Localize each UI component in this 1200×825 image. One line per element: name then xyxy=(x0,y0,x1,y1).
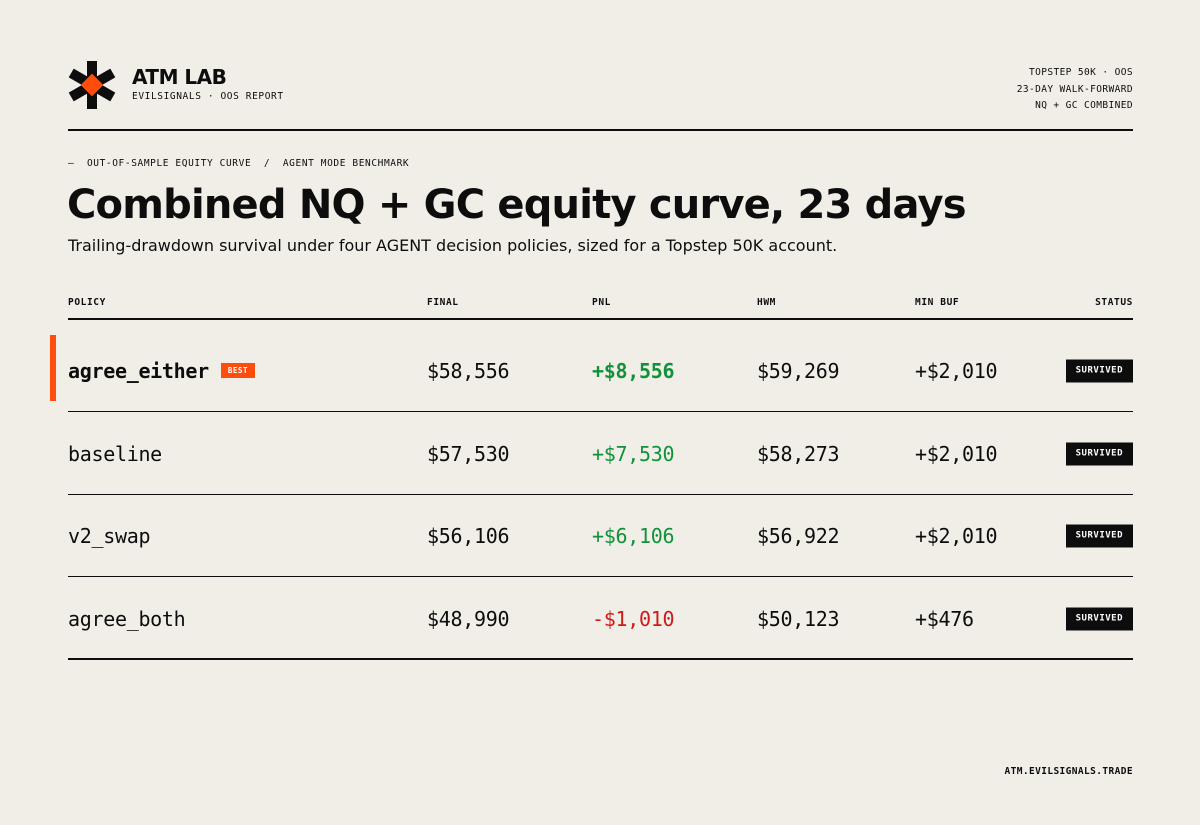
column-header-hwm: HWM xyxy=(757,297,776,308)
status-badge: SURVIVED xyxy=(1065,607,1133,631)
brand-subtitle: EVILSIGNALS · OOS REPORT xyxy=(132,91,284,102)
column-header-final: FINAL xyxy=(427,297,459,308)
table-row: agree_both $48,990 -$1,010 $50,123 +$476… xyxy=(68,578,1133,660)
pnl-cell: -$1,010 xyxy=(592,607,675,631)
column-header-pnl: PNL xyxy=(592,297,611,308)
min-buf-cell: +$2,010 xyxy=(915,442,998,466)
table-row: agree_either BEST $58,556 +$8,556 $59,269… xyxy=(68,330,1133,412)
status-badge: SURVIVED xyxy=(1065,442,1133,466)
policy-cell: agree_either BEST xyxy=(68,359,255,383)
hwm-cell: $58,273 xyxy=(757,442,840,466)
header-divider xyxy=(68,129,1133,131)
report-meta: TOPSTEP 50K · OOS 23-DAY WALK-FORWARD NQ… xyxy=(1017,65,1133,115)
hwm-cell: $56,922 xyxy=(757,524,840,548)
meta-account: TOPSTEP 50K · OOS xyxy=(1028,67,1133,78)
policy-name: v2_swap xyxy=(68,524,151,548)
page-subtitle: Trailing-drawdown survival under four AG… xyxy=(68,236,838,255)
policy-name: agree_either xyxy=(68,359,209,383)
column-header-policy: POLICY xyxy=(68,297,106,308)
brand-title: ATM LAB xyxy=(132,65,227,89)
table-bottom-rule xyxy=(68,658,1133,660)
row-divider xyxy=(68,411,1133,412)
policy-name: baseline xyxy=(68,442,162,466)
footer-url: ATM.EVILSIGNALS.TRADE xyxy=(1004,766,1133,777)
table-row: baseline $57,530 +$7,530 $58,273 +$2,010… xyxy=(68,413,1133,495)
final-cell: $48,990 xyxy=(427,607,510,631)
row-divider xyxy=(68,576,1133,577)
row-divider xyxy=(68,494,1133,495)
eyebrow-breadcrumb: — OUT-OF-SAMPLE EQUITY CURVE / AGENT MOD… xyxy=(68,158,410,169)
final-cell: $57,530 xyxy=(427,442,510,466)
meta-window: 23-DAY WALK-FORWARD xyxy=(1016,83,1133,95)
min-buf-cell: +$2,010 xyxy=(915,359,998,383)
status-badge: SURVIVED xyxy=(1065,359,1133,383)
status-badge: SURVIVED xyxy=(1065,524,1133,548)
final-cell: $58,556 xyxy=(427,359,510,383)
table-header-divider xyxy=(68,318,1133,320)
best-row-accent-bar xyxy=(50,335,56,401)
pnl-cell: +$6,106 xyxy=(592,524,675,548)
best-badge: BEST xyxy=(220,363,255,378)
page-title: Combined NQ + GC equity curve, 23 days xyxy=(67,182,967,228)
column-header-min-buf: MIN BUF xyxy=(915,297,960,308)
hwm-cell: $50,123 xyxy=(757,607,840,631)
policy-name: agree_both xyxy=(68,607,186,631)
min-buf-cell: +$2,010 xyxy=(915,524,998,548)
min-buf-cell: +$476 xyxy=(915,607,974,631)
pnl-cell: +$7,530 xyxy=(592,442,675,466)
final-cell: $56,106 xyxy=(427,524,510,548)
table-row: v2_swap $56,106 +$6,106 $56,922 +$2,010 … xyxy=(68,495,1133,577)
asterisk-diamond-logo xyxy=(68,61,116,109)
meta-instruments: NQ + GC COMBINED xyxy=(1035,100,1133,111)
hwm-cell: $59,269 xyxy=(757,359,840,383)
column-header-status: STATUS xyxy=(1095,297,1133,308)
pnl-cell: +$8,556 xyxy=(592,359,675,383)
